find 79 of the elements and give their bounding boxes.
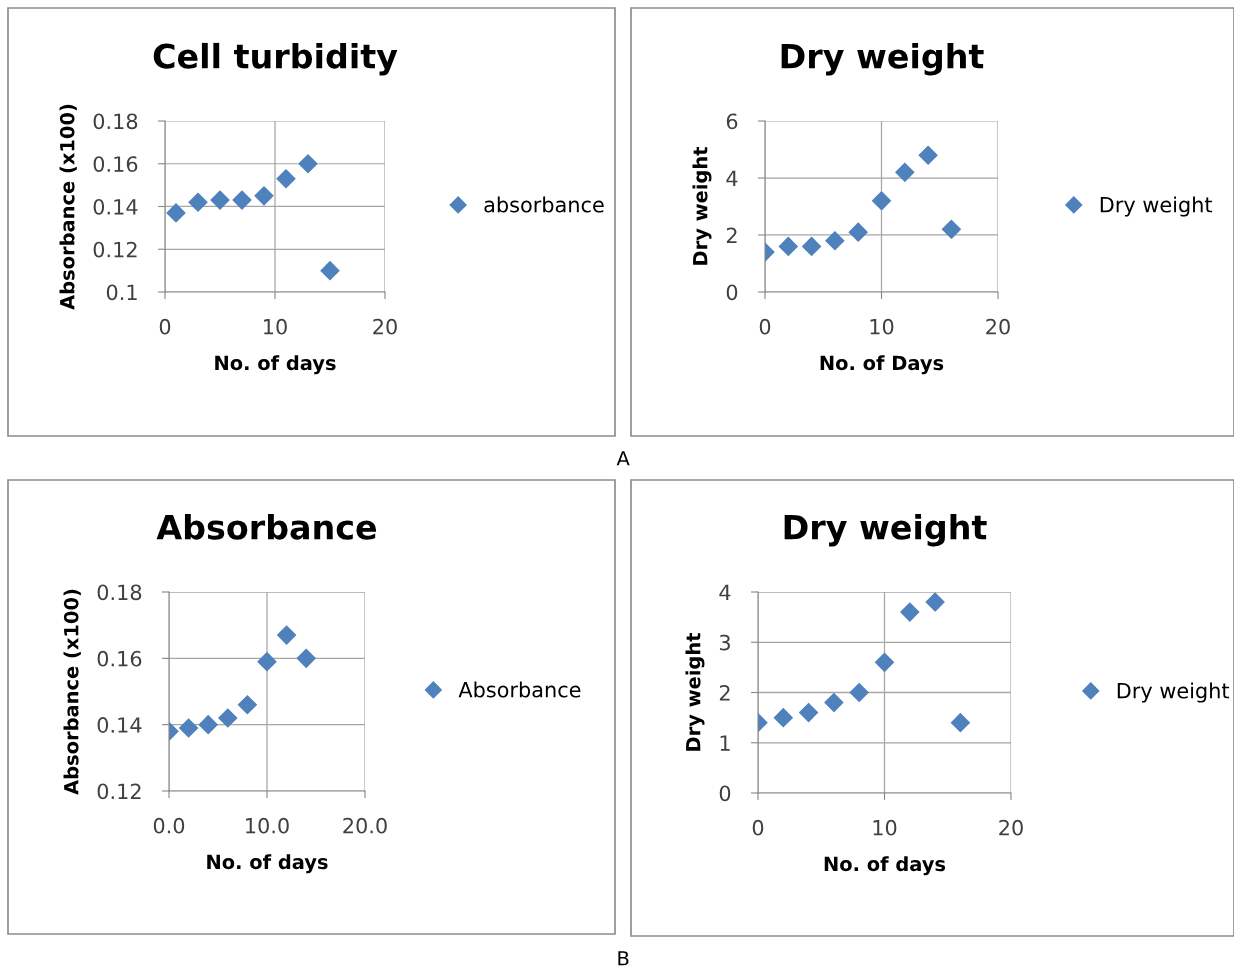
point: [941, 219, 961, 239]
chart-title: Cell turbidity: [153, 42, 398, 76]
point: [825, 231, 845, 251]
x-axis-title: No. of days: [215, 355, 336, 375]
point: [925, 592, 945, 612]
y-tick-label: 4: [726, 170, 738, 186]
y-tick-label: 0.12: [93, 241, 137, 258]
point: [277, 625, 297, 645]
y-axis-title: Absorbance (x100): [63, 589, 81, 795]
x-axis-title: No. of days: [207, 854, 328, 874]
point: [166, 203, 186, 223]
text: A: [616, 451, 630, 466]
point: [188, 192, 208, 212]
y-axis-title: Dry weight: [692, 146, 712, 265]
point: [296, 648, 316, 668]
chart-title: Dry weight: [784, 513, 987, 547]
y-tick-label: 0: [726, 284, 738, 301]
point: [198, 715, 218, 735]
point: [320, 261, 340, 281]
point: [773, 708, 793, 728]
point: [824, 693, 844, 713]
x-tick-label: 10: [870, 318, 894, 335]
y-tick-label: 0.1: [106, 284, 137, 301]
point: [918, 145, 938, 165]
x-axis-title: No. of days: [824, 856, 946, 876]
x-tick-label: 10.0: [246, 817, 289, 834]
x-tick-label: 10: [873, 819, 897, 836]
y-tick-label: 0.18: [93, 113, 138, 130]
x-axis-title: No. of Days: [820, 355, 944, 375]
point: [276, 169, 296, 189]
y-tick-label: 3: [719, 634, 730, 651]
x-tick-label: 0: [752, 819, 764, 836]
point: [210, 190, 230, 210]
point: [950, 713, 970, 733]
x-tick-label: 20: [986, 318, 1010, 335]
point: [799, 703, 819, 723]
y-tick-label: 2: [726, 227, 737, 243]
y-tick-label: 0.16: [93, 156, 138, 172]
x-tick-label: 20: [373, 318, 397, 335]
point: [237, 695, 257, 715]
point: [871, 191, 892, 211]
point: [849, 682, 869, 703]
x-tick-label: 0: [159, 318, 171, 335]
legend-label: Dry weight: [1100, 196, 1213, 217]
y-tick-label: 0.14: [97, 717, 142, 733]
point: [874, 652, 895, 672]
y-tick-label: 0.14: [93, 198, 138, 215]
chart-title: Absorbance: [156, 513, 377, 540]
point: [900, 602, 920, 622]
x-tick-label: 0: [759, 318, 771, 335]
y-tick-label: 1: [720, 735, 730, 751]
y-tick-label: 4: [719, 584, 731, 600]
y-axis-title: Absorbance (x100): [59, 104, 77, 310]
x-tick-label: 10: [264, 318, 287, 335]
y-tick-label: 0.18: [97, 584, 142, 601]
point: [802, 236, 822, 256]
point: [298, 154, 318, 174]
point: [778, 236, 798, 256]
point: [257, 652, 277, 672]
point: [179, 718, 199, 738]
x-tick-label: 0.0: [153, 817, 185, 834]
point: [895, 162, 915, 182]
x-tick-label: 20.0: [343, 817, 387, 834]
x-tick-label: 20: [999, 819, 1023, 836]
y-tick-label: 0: [719, 785, 731, 802]
legend-label: Absorbance: [458, 681, 581, 698]
point: [232, 190, 252, 210]
y-tick-label: 0.16: [97, 650, 142, 667]
text: B: [618, 951, 629, 966]
y-tick-label: 6: [726, 113, 738, 130]
y-tick-label: 2: [719, 684, 730, 701]
chart-title: Dry weight: [781, 42, 984, 76]
legend-label: Dry weight: [1117, 682, 1230, 703]
point: [218, 708, 238, 728]
point: [848, 222, 868, 242]
y-axis-title: Dry weight: [685, 632, 705, 751]
legend-label: absorbance: [484, 196, 604, 213]
point: [254, 186, 274, 206]
y-tick-label: 0.12: [97, 783, 141, 800]
